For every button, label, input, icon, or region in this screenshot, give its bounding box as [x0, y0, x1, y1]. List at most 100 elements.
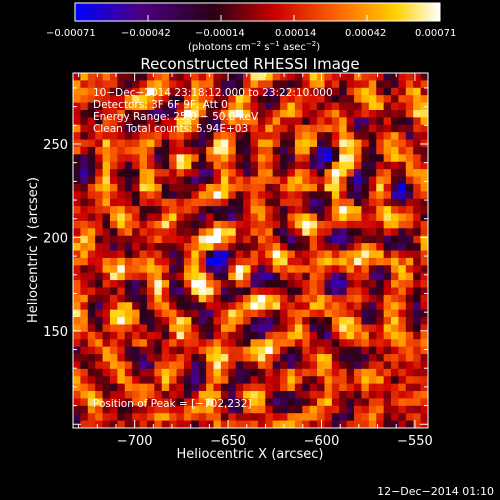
heatmap-pixel: [124, 109, 133, 118]
heatmap-pixel: [250, 243, 259, 251]
heatmap-pixel: [361, 213, 370, 222]
heatmap-pixel: [398, 317, 407, 325]
heatmap-pixel: [250, 287, 259, 296]
heatmap-pixel: [391, 183, 399, 192]
heatmap-pixel: [235, 95, 244, 103]
heatmap-pixel: [257, 302, 266, 311]
heatmap-pixel: [228, 391, 237, 399]
heatmap-pixel: [331, 324, 340, 333]
heatmap-pixel: [80, 235, 89, 244]
heatmap-pixel: [272, 339, 281, 348]
heatmap-pixel: [146, 376, 155, 385]
heatmap-pixel: [124, 405, 133, 414]
heatmap-pixel: [346, 146, 355, 155]
heatmap-pixel: [161, 206, 170, 214]
heatmap-pixel: [146, 257, 155, 266]
heatmap-pixel: [361, 287, 370, 296]
heatmap-pixel: [250, 383, 259, 392]
heatmap-pixel: [176, 109, 185, 118]
heatmap-pixel: [420, 383, 429, 392]
heatmap-pixel: [339, 132, 348, 140]
heatmap-pixel: [95, 220, 103, 229]
heatmap-pixel: [250, 161, 259, 170]
heatmap-pixel: [324, 109, 333, 118]
heatmap-pixel: [280, 102, 288, 111]
heatmap-pixel: [272, 109, 281, 118]
heatmap-pixel: [95, 391, 103, 399]
heatmap-pixel: [294, 302, 303, 311]
heatmap-pixel: [176, 272, 185, 281]
heatmap-pixel: [73, 109, 81, 118]
heatmap-pixel: [331, 139, 340, 148]
heatmap-pixel: [87, 87, 96, 96]
heatmap-pixel: [213, 169, 222, 177]
heatmap-pixel: [117, 302, 126, 311]
heatmap-pixel: [139, 124, 148, 133]
heatmap-pixel: [287, 124, 296, 133]
heatmap-pixel: [339, 383, 348, 392]
heatmap-pixel: [250, 280, 259, 288]
heatmap-pixel: [354, 95, 362, 103]
heatmap-pixel: [309, 117, 318, 126]
heatmap-pixel: [80, 287, 89, 296]
heatmap-pixel: [132, 398, 140, 407]
heatmap-pixel: [346, 376, 355, 385]
heatmap-pixel: [368, 405, 377, 414]
heatmap-pixel: [191, 361, 200, 370]
heatmap-pixel: [287, 228, 296, 237]
heatmap-pixel: [243, 87, 251, 96]
heatmap-pixel: [198, 235, 207, 244]
heatmap-pixel: [183, 132, 192, 140]
heatmap-pixel: [368, 146, 377, 155]
heatmap-pixel: [294, 354, 303, 362]
heatmap-pixel: [161, 346, 170, 355]
heatmap-pixel: [398, 124, 407, 133]
heatmap-pixel: [243, 220, 251, 229]
heatmap-pixel: [265, 272, 274, 281]
heatmap-pixel: [257, 339, 266, 348]
heatmap-pixel: [228, 361, 237, 370]
heatmap-pixel: [87, 206, 96, 214]
heatmap-pixel: [243, 109, 251, 118]
heatmap-pixel: [287, 161, 296, 170]
heatmap-pixel: [213, 272, 222, 281]
heatmap-pixel: [243, 272, 251, 281]
heatmap-pixel: [169, 124, 177, 133]
heatmap-pixel: [257, 80, 266, 89]
heatmap-pixel: [346, 117, 355, 126]
heatmap-pixel: [361, 339, 370, 348]
heatmap-pixel: [250, 102, 259, 111]
heatmap-pixel: [280, 405, 288, 414]
heatmap-pixel: [413, 154, 422, 163]
heatmap-pixel: [95, 354, 103, 362]
heatmap-pixel: [146, 383, 155, 392]
heatmap-pixel: [317, 376, 325, 385]
heatmap-pixel: [324, 324, 333, 333]
heatmap-pixel: [146, 361, 155, 370]
heatmap-pixel: [339, 331, 348, 340]
heatmap-pixel: [294, 228, 303, 237]
heatmap-pixel: [161, 235, 170, 244]
heatmap-pixel: [265, 176, 274, 185]
heatmap-pixel: [383, 317, 392, 325]
heatmap-pixel: [139, 339, 148, 348]
heatmap-pixel: [73, 280, 81, 288]
heatmap-pixel: [213, 117, 222, 126]
heatmap-pixel: [302, 139, 311, 148]
heatmap-pixel: [420, 87, 429, 96]
heatmap-pixel: [243, 265, 251, 274]
heatmap-pixel: [169, 228, 177, 237]
heatmap-pixel: [87, 383, 96, 392]
heatmap-pixel: [117, 250, 126, 259]
heatmap-pixel: [235, 354, 244, 362]
heatmap-pixel: [102, 287, 111, 296]
heatmap-pixel: [95, 191, 103, 200]
heatmap-pixel: [309, 413, 318, 422]
heatmap-pixel: [183, 124, 192, 133]
tick-label: −600: [304, 434, 340, 449]
heatmap-pixel: [346, 257, 355, 266]
heatmap-pixel: [376, 183, 385, 192]
heatmap-pixel: [331, 80, 340, 89]
heatmap-pixel: [413, 124, 422, 133]
heatmap-pixel: [368, 161, 377, 170]
